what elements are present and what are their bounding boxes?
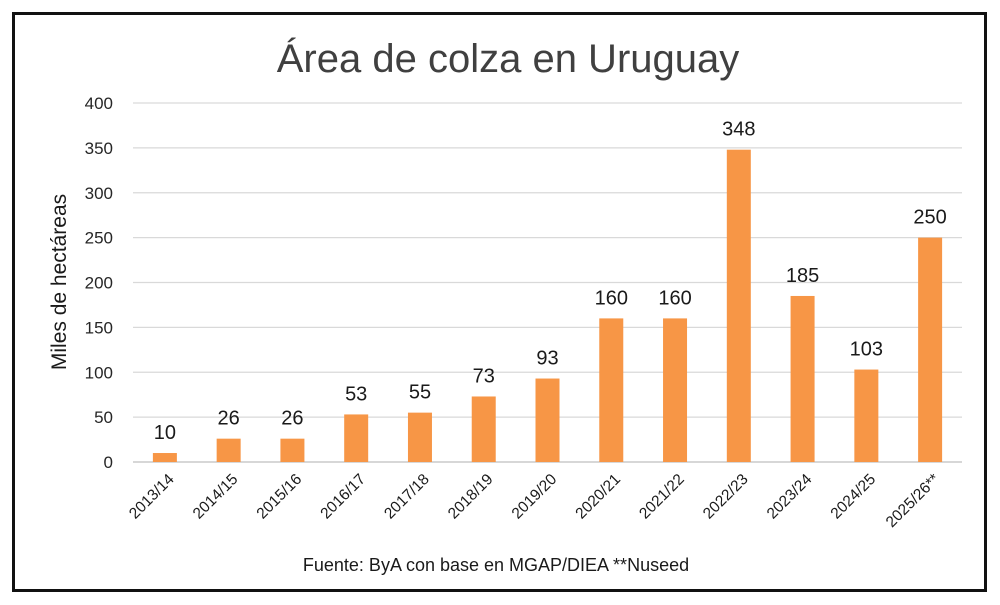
data-label: 93 bbox=[536, 348, 558, 370]
x-tick-label: 2019/20 bbox=[509, 471, 561, 523]
data-label: 55 bbox=[409, 382, 431, 404]
data-label: 160 bbox=[658, 287, 691, 309]
x-tick-label: 2022/23 bbox=[700, 471, 752, 523]
source-note: Fuente: ByA con base en MGAP/DIEA **Nuse… bbox=[303, 555, 689, 575]
bar bbox=[663, 318, 688, 462]
bar bbox=[535, 378, 560, 462]
y-tick-label: 400 bbox=[85, 94, 113, 113]
bar bbox=[216, 438, 241, 462]
x-tick-label: 2021/22 bbox=[636, 471, 688, 523]
x-tick-label: 2018/19 bbox=[445, 471, 497, 523]
chart-frame bbox=[12, 12, 987, 592]
data-label: 348 bbox=[722, 119, 755, 141]
bar bbox=[344, 414, 369, 462]
data-label: 26 bbox=[281, 408, 303, 430]
y-tick-label: 200 bbox=[85, 274, 113, 293]
chart-title: Área de colza en Uruguay bbox=[277, 36, 740, 81]
y-tick-label: 100 bbox=[85, 363, 113, 382]
gridlines bbox=[133, 102, 962, 463]
data-label: 53 bbox=[345, 383, 367, 405]
data-label: 160 bbox=[595, 287, 628, 309]
y-tick-label: 300 bbox=[85, 184, 113, 203]
x-tick-label: 2016/17 bbox=[317, 471, 369, 523]
bar bbox=[854, 369, 879, 462]
bar bbox=[790, 295, 815, 462]
bar bbox=[152, 453, 177, 462]
bar bbox=[918, 237, 943, 462]
data-label: 73 bbox=[473, 365, 495, 387]
x-tick-label: 2024/25 bbox=[828, 471, 880, 523]
data-labels: 10 26 26 53 55 73 93 160 160 348 185 103 250 bbox=[154, 119, 947, 444]
bar bbox=[280, 438, 305, 462]
x-tick-label: 2015/16 bbox=[254, 471, 306, 523]
x-tick-label: 2023/24 bbox=[764, 471, 816, 523]
x-tick-label: 2014/15 bbox=[190, 471, 242, 523]
bar bbox=[726, 149, 751, 463]
x-tick-label: 2013/14 bbox=[126, 471, 178, 523]
y-axis-label: Miles de hectáreas bbox=[48, 194, 71, 370]
y-tick-label: 50 bbox=[94, 408, 113, 427]
data-label: 10 bbox=[154, 422, 176, 444]
x-axis-ticks: 2013/14 2014/15 2015/16 2016/17 2017/18 2018/… bbox=[126, 471, 943, 531]
x-tick-label: 2020/21 bbox=[572, 471, 624, 523]
x-tick-label: 2025/26** bbox=[883, 471, 943, 531]
data-label: 185 bbox=[786, 265, 819, 287]
y-tick-label: 250 bbox=[85, 229, 113, 248]
y-tick-label: 150 bbox=[85, 318, 113, 337]
bar bbox=[407, 412, 432, 462]
x-tick-label: 2017/18 bbox=[381, 471, 433, 523]
y-tick-label: 350 bbox=[85, 139, 113, 158]
bars bbox=[152, 149, 943, 463]
data-label: 250 bbox=[913, 207, 946, 229]
y-axis-ticks: 0 50 100 150 200 250 300 350 400 bbox=[85, 94, 113, 472]
y-tick-label: 0 bbox=[104, 453, 113, 472]
bar bbox=[471, 396, 496, 462]
bar bbox=[599, 318, 624, 462]
data-label: 26 bbox=[218, 408, 240, 430]
data-label: 103 bbox=[850, 339, 883, 361]
